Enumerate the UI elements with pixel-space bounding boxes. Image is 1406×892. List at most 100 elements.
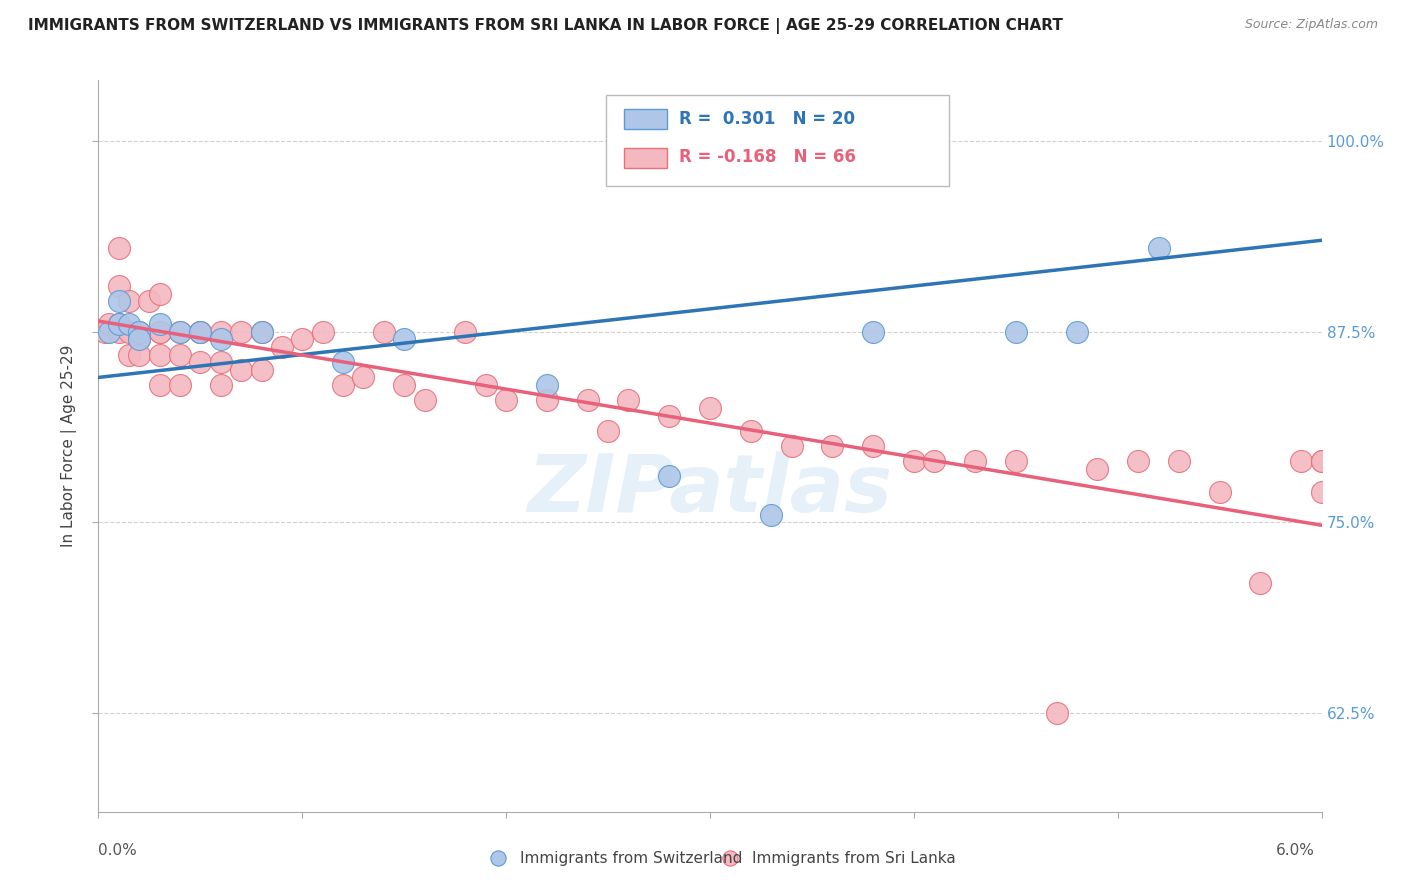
Point	[209, 332, 232, 346]
Point	[108, 325, 131, 339]
Point	[922, 454, 945, 468]
Point	[93, 325, 115, 339]
Point	[740, 424, 762, 438]
Text: 6.0%: 6.0%	[1275, 843, 1315, 858]
Point	[658, 409, 681, 423]
Point	[495, 393, 517, 408]
Point	[209, 355, 232, 369]
Point	[718, 851, 741, 865]
Point	[149, 378, 172, 392]
Point	[332, 355, 354, 369]
Text: Immigrants from Switzerland: Immigrants from Switzerland	[520, 851, 742, 865]
Point	[903, 454, 925, 468]
Point	[128, 348, 150, 362]
Point	[332, 378, 354, 392]
Point	[188, 325, 212, 339]
Point	[149, 317, 172, 331]
Point	[188, 355, 212, 369]
Point	[1004, 325, 1026, 339]
Text: R =  0.301   N = 20: R = 0.301 N = 20	[679, 110, 855, 128]
Point	[169, 348, 191, 362]
Point	[761, 508, 783, 522]
Point	[617, 393, 640, 408]
Point	[373, 325, 395, 339]
Point	[1249, 576, 1271, 591]
Point	[821, 439, 844, 453]
Point	[1289, 454, 1312, 468]
Point	[118, 325, 141, 339]
Point	[149, 325, 172, 339]
Point	[108, 317, 131, 331]
Y-axis label: In Labor Force | Age 25-29: In Labor Force | Age 25-29	[60, 345, 77, 547]
Point	[1066, 325, 1088, 339]
Point	[149, 286, 172, 301]
Text: Immigrants from Sri Lanka: Immigrants from Sri Lanka	[752, 851, 956, 865]
Point	[128, 325, 150, 339]
Point	[699, 401, 721, 415]
Point	[1208, 484, 1232, 499]
Point	[454, 325, 477, 339]
Point	[97, 325, 120, 339]
FancyBboxPatch shape	[606, 95, 949, 186]
Point	[270, 340, 292, 354]
Point	[108, 241, 131, 255]
Point	[188, 325, 212, 339]
Point	[231, 325, 253, 339]
Point	[118, 348, 141, 362]
Point	[250, 325, 273, 339]
Point	[169, 325, 191, 339]
Bar	[624, 147, 668, 168]
Text: Source: ZipAtlas.com: Source: ZipAtlas.com	[1244, 18, 1378, 31]
Point	[169, 325, 191, 339]
Point	[486, 851, 509, 865]
Text: ZIPatlas: ZIPatlas	[527, 450, 893, 529]
Point	[250, 325, 273, 339]
Point	[1167, 454, 1189, 468]
Point	[1045, 706, 1069, 720]
Point	[118, 317, 141, 331]
Point	[392, 378, 416, 392]
Point	[250, 363, 273, 377]
Point	[97, 317, 120, 331]
Point	[413, 393, 436, 408]
Point	[128, 332, 150, 346]
Point	[108, 294, 131, 309]
Point	[1147, 241, 1170, 255]
Point	[128, 325, 150, 339]
Point	[1085, 462, 1108, 476]
Point	[1128, 454, 1150, 468]
Point	[658, 469, 681, 483]
Text: IMMIGRANTS FROM SWITZERLAND VS IMMIGRANTS FROM SRI LANKA IN LABOR FORCE | AGE 25: IMMIGRANTS FROM SWITZERLAND VS IMMIGRANT…	[28, 18, 1063, 34]
Point	[862, 325, 884, 339]
Point	[311, 325, 335, 339]
Point	[209, 325, 232, 339]
Point	[862, 439, 884, 453]
Bar	[624, 109, 668, 129]
Point	[149, 325, 172, 339]
Point	[576, 393, 599, 408]
Point	[536, 393, 558, 408]
Point	[1310, 454, 1333, 468]
Point	[536, 378, 558, 392]
Point	[108, 317, 131, 331]
Point	[149, 348, 172, 362]
Point	[138, 294, 160, 309]
Point	[780, 439, 803, 453]
Point	[231, 363, 253, 377]
Point	[291, 332, 314, 346]
Text: R = -0.168   N = 66: R = -0.168 N = 66	[679, 148, 856, 166]
Point	[352, 370, 374, 384]
Point	[128, 332, 150, 346]
Point	[474, 378, 498, 392]
Point	[392, 332, 416, 346]
Point	[169, 378, 191, 392]
Point	[108, 279, 131, 293]
Point	[1310, 454, 1333, 468]
Point	[1310, 484, 1333, 499]
Text: 0.0%: 0.0%	[98, 843, 138, 858]
Point	[963, 454, 986, 468]
Point	[188, 325, 212, 339]
Point	[209, 378, 232, 392]
Point	[118, 294, 141, 309]
Point	[598, 424, 620, 438]
